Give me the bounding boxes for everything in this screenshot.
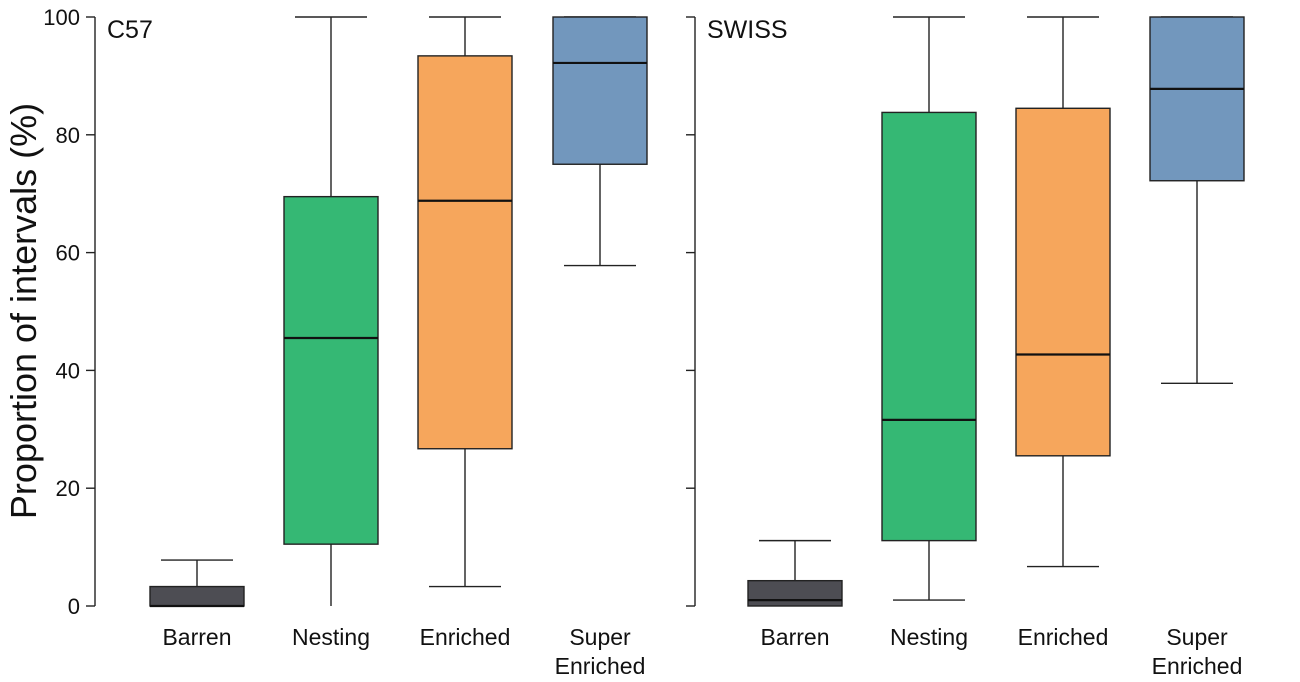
box-swiss-1	[881, 16, 977, 601]
x-category-label: Enriched	[1152, 653, 1243, 679]
panel-label-c57: C57	[107, 16, 153, 44]
box-body	[149, 585, 245, 607]
x-category-label: Barren	[760, 624, 829, 650]
panel-label-swiss: SWISS	[707, 16, 788, 44]
y-tick-label: 40	[56, 358, 80, 383]
x-category-label: Nesting	[890, 624, 968, 650]
box-swiss-3	[1149, 16, 1245, 385]
box-swiss-0	[747, 539, 843, 607]
box-body	[283, 195, 379, 545]
box-body	[1149, 16, 1245, 182]
y-tick-label: 60	[56, 241, 80, 266]
y-tick-label: 100	[43, 5, 80, 30]
box-c57-0	[149, 559, 245, 608]
y-axis-label: Proportion of intervals (%)	[3, 103, 44, 519]
x-category-label: Enriched	[555, 653, 646, 679]
x-category-label: Barren	[162, 624, 231, 650]
x-category-label: Enriched	[420, 624, 511, 650]
x-category-label: Super	[1166, 624, 1228, 650]
labels-layer: Proportion of intervals (%) 0 20 40 60 80 100…	[3, 5, 1242, 679]
box-body	[747, 579, 843, 607]
box-c57-2	[417, 16, 513, 588]
box-body	[881, 111, 977, 542]
x-category-label: Super	[569, 624, 631, 650]
x-category-label: Nesting	[292, 624, 370, 650]
boxes-layer	[149, 16, 1245, 608]
y-tick-label: 0	[68, 594, 80, 619]
y-tick-label: 80	[56, 123, 80, 148]
box-body	[417, 55, 513, 450]
box-body	[552, 16, 648, 165]
box-c57-3	[552, 16, 648, 267]
box-body	[1015, 107, 1111, 457]
box-c57-1	[283, 16, 379, 606]
x-category-label: Enriched	[1018, 624, 1109, 650]
box-swiss-2	[1015, 16, 1111, 568]
y-tick-label: 20	[56, 476, 80, 501]
axes-layer	[86, 16, 696, 607]
